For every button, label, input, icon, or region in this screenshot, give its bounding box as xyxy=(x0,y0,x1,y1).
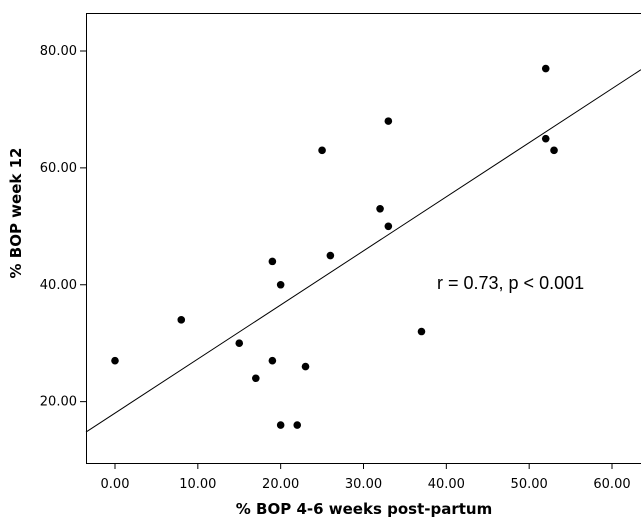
y-tick-label: 60.00 xyxy=(40,161,77,176)
data-point xyxy=(276,280,285,289)
data-point xyxy=(235,339,244,347)
y-tick-label: 20.00 xyxy=(40,395,77,410)
data-point xyxy=(384,117,393,125)
data-point xyxy=(301,362,310,371)
data-point xyxy=(541,134,550,143)
y-axis-title: % BOP week 12 xyxy=(7,148,25,279)
data-point xyxy=(318,146,326,155)
data-point xyxy=(541,64,550,73)
data-point xyxy=(252,374,260,383)
correlation-annotation: r = 0.73, p < 0.001 xyxy=(437,273,584,293)
y-tick-label: 80.00 xyxy=(40,44,77,59)
x-tick-label: 50.00 xyxy=(511,477,548,492)
data-point xyxy=(417,327,426,336)
data-point xyxy=(111,356,119,365)
data-point xyxy=(268,257,277,266)
x-tick-label: 30.00 xyxy=(345,477,382,492)
data-points xyxy=(111,64,558,429)
data-point xyxy=(550,146,558,155)
y-axis: 20.00 40.00 60.00 80.00 xyxy=(40,44,86,410)
data-point xyxy=(326,251,335,260)
plot-area xyxy=(86,13,641,464)
data-point xyxy=(293,421,302,429)
data-point xyxy=(376,204,384,213)
x-axis: 0.00 10.00 20.00 30.00 40.00 50.00 60.00 xyxy=(101,463,631,492)
data-point xyxy=(276,421,285,429)
x-axis-title: % BOP 4-6 weeks post-partum xyxy=(236,500,492,518)
y-tick-label: 40.00 xyxy=(40,278,77,293)
x-tick-label: 40.00 xyxy=(428,477,465,492)
data-point xyxy=(177,316,186,324)
x-tick-label: 0.00 xyxy=(101,477,130,492)
regression-line xyxy=(85,69,641,433)
data-point xyxy=(268,356,277,365)
x-tick-label: 10.00 xyxy=(179,477,216,492)
data-point xyxy=(384,222,393,231)
x-tick-label: 60.00 xyxy=(593,477,630,492)
x-tick-label: 20.00 xyxy=(262,477,299,492)
